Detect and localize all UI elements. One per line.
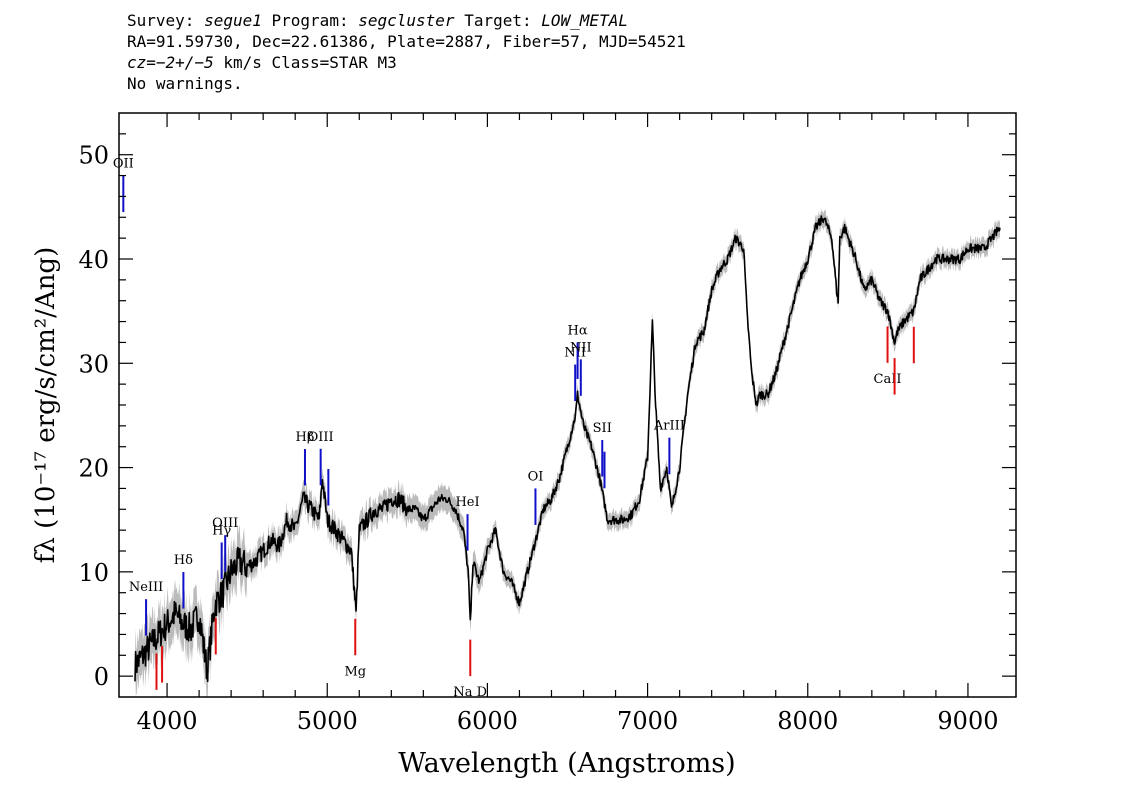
line-label: NeIII — [129, 580, 163, 595]
line-label: SII — [593, 421, 612, 436]
line-label: Na D — [453, 685, 487, 700]
plot-frame — [118, 112, 1017, 698]
program-value: segcluster — [358, 11, 455, 30]
line-label: Hγ — [212, 523, 231, 538]
flux-line — [134, 215, 1001, 683]
line-label: NII — [564, 346, 586, 361]
x-axis-label: Wavelength (Angstroms) — [398, 748, 735, 779]
line-label: ArIII — [653, 419, 685, 434]
line-label: OI — [528, 469, 544, 484]
target-label: Target: — [464, 11, 532, 30]
flux-layer — [134, 215, 1001, 683]
survey-value: segue1 — [204, 11, 262, 30]
x-tick-label: 6000 — [457, 707, 518, 735]
x-tick-label: 7000 — [617, 707, 678, 735]
cz-unit-class: km/s Class=STAR M3 — [213, 53, 397, 72]
y-tick-label: 0 — [94, 663, 109, 691]
program-label: Program: — [271, 11, 349, 30]
x-tick-label: 9000 — [937, 707, 998, 735]
y-axis-label: fλ (10⁻¹⁷ erg/s/cm²/Ang) — [31, 247, 61, 563]
line-label: CaII — [874, 372, 902, 387]
spectrum-header: Survey: segue1 Program: segcluster Targe… — [127, 10, 686, 94]
axis-ticks: 4000 5000 6000 7000 8000 9000 0 10 20 30 40 50 — [78, 113, 1016, 735]
y-tick-label: 30 — [78, 350, 109, 378]
cz-value: =−2+/−5 — [146, 53, 214, 72]
cz-label: cz — [127, 53, 147, 72]
line-label: HeI — [455, 495, 479, 510]
y-tick-label: 10 — [78, 559, 109, 587]
survey-label: Survey: — [127, 11, 195, 30]
line-label: Hα — [568, 323, 588, 338]
target-value: LOW_METAL — [541, 11, 628, 30]
flux-error-band — [135, 207, 1000, 697]
header-line-4: No warnings. — [127, 74, 243, 93]
header-line-3: cz=−2+/−5 km/s Class=STAR M3 — [127, 52, 686, 73]
line-label: OIII — [212, 516, 238, 531]
line-label: Hβ — [296, 430, 315, 445]
x-tick-label: 8000 — [777, 707, 838, 735]
y-tick-label: 20 — [78, 455, 109, 483]
x-tick-label: 4000 — [137, 707, 198, 735]
line-label: Hδ — [174, 553, 193, 568]
header-line-2: RA=91.59730, Dec=22.61386, Plate=2887, F… — [127, 32, 686, 51]
line-label: NII — [570, 340, 592, 355]
y-tick-label: 50 — [78, 142, 109, 170]
header-line-1: Survey: segue1 Program: segcluster Targe… — [127, 10, 686, 31]
y-tick-label: 40 — [78, 246, 109, 274]
line-label: OII — [113, 157, 134, 172]
line-label: OIII — [308, 430, 334, 445]
line-label: Mg — [344, 664, 366, 679]
error-band — [135, 207, 1000, 697]
x-tick-label: 5000 — [297, 707, 358, 735]
